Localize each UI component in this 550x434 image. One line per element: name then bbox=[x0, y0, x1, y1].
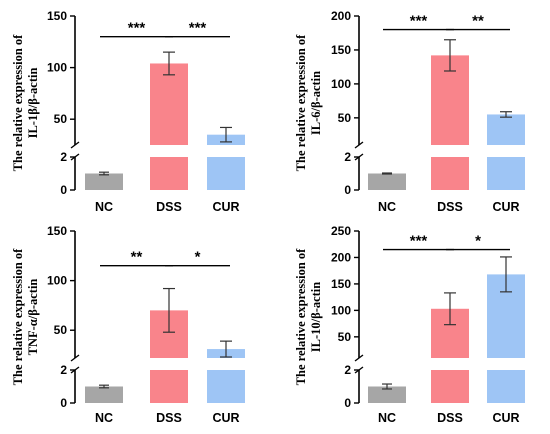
y-tick-label: 100 bbox=[331, 303, 351, 317]
y-axis-label: The relative expression of IL-6/β-actin bbox=[294, 34, 323, 172]
bar-nc bbox=[368, 173, 406, 190]
y-tick-label: 50 bbox=[338, 111, 352, 125]
significance-label: *** bbox=[128, 20, 146, 37]
bar-nc bbox=[368, 386, 406, 403]
significance-label: ** bbox=[472, 13, 484, 30]
y-tick-label: 0 bbox=[60, 396, 67, 410]
y-tick-label: 2 bbox=[344, 150, 351, 164]
axis-break-mark bbox=[70, 141, 80, 149]
significance-label: *** bbox=[410, 13, 428, 30]
y-tick-label: 0 bbox=[60, 183, 67, 197]
x-category-label: DSS bbox=[437, 411, 463, 425]
y-axis-label: The relative expression of TNF-α/β-actin bbox=[11, 248, 40, 386]
y-tick-label: 100 bbox=[331, 77, 351, 91]
y-tick-label: 50 bbox=[54, 323, 68, 337]
y-tick-label: 2 bbox=[60, 150, 67, 164]
axis-break-mark bbox=[354, 141, 364, 149]
y-tick-label: 100 bbox=[47, 274, 67, 288]
y-tick-label: 100 bbox=[47, 61, 67, 75]
y-tick-label: 150 bbox=[47, 224, 67, 238]
chart-panel-4: The relative expression of IL-10/β-actin 5… bbox=[294, 224, 525, 425]
x-category-label: NC bbox=[95, 200, 113, 214]
x-category-label: DSS bbox=[156, 200, 182, 214]
chart-panel-1: The relative expression of IL-1β/β-actin 5… bbox=[11, 9, 245, 214]
bar-cur-lower bbox=[487, 370, 525, 403]
x-category-label: CUR bbox=[492, 411, 519, 425]
axis-break-mark bbox=[70, 354, 80, 362]
chart-panel-2: The relative expression of IL-6/β-actin 50… bbox=[294, 9, 525, 214]
x-category-label: NC bbox=[378, 200, 396, 214]
y-tick-label: 250 bbox=[331, 224, 351, 238]
axis-break-mark bbox=[354, 354, 364, 362]
bar-cur-lower bbox=[207, 370, 245, 403]
x-category-label: CUR bbox=[212, 200, 239, 214]
y-tick-label: 150 bbox=[331, 277, 351, 291]
y-axis-label: The relative expression of IL-1β/β-actin bbox=[11, 34, 40, 172]
bar-dss-lower bbox=[431, 157, 469, 190]
significance-label: * bbox=[195, 249, 201, 266]
y-axis-label-line1: The relative expression of bbox=[11, 34, 25, 172]
y-tick-label: 200 bbox=[331, 250, 351, 264]
y-tick-label: 150 bbox=[47, 9, 67, 23]
bar-dss-upper bbox=[150, 63, 188, 145]
y-axis-label-line2: IL-6/β-actin bbox=[309, 71, 323, 135]
significance-label: ** bbox=[131, 249, 143, 266]
y-tick-label: 0 bbox=[344, 396, 351, 410]
y-axis-label-line1: The relative expression of bbox=[294, 248, 308, 386]
y-tick-label: 200 bbox=[331, 9, 351, 23]
y-axis-label-line2: TNF-α/β-actin bbox=[26, 279, 40, 356]
y-axis-label-line2: IL-1β/β-actin bbox=[26, 68, 40, 139]
x-category-label: NC bbox=[95, 411, 113, 425]
bar-nc bbox=[85, 173, 123, 190]
significance-label: * bbox=[475, 233, 481, 250]
y-axis-label-line1: The relative expression of bbox=[294, 34, 308, 172]
bar-dss-lower bbox=[150, 157, 188, 190]
significance-label: *** bbox=[189, 20, 207, 37]
y-axis-label: The relative expression of IL-10/β-actin bbox=[294, 248, 323, 386]
y-axis-label-line1: The relative expression of bbox=[11, 248, 25, 386]
x-category-label: CUR bbox=[212, 411, 239, 425]
x-category-label: DSS bbox=[437, 200, 463, 214]
y-tick-label: 0 bbox=[344, 183, 351, 197]
y-tick-label: 2 bbox=[60, 363, 67, 377]
y-axis-label-line2: IL-10/β-actin bbox=[309, 282, 323, 353]
bar-cur-lower bbox=[487, 157, 525, 190]
bar-dss-lower bbox=[150, 370, 188, 403]
bar-dss-lower bbox=[431, 370, 469, 403]
bar-nc bbox=[85, 386, 123, 403]
y-tick-label: 50 bbox=[54, 112, 68, 126]
chart-panel-3: The relative expression of TNF-α/β-actin 5… bbox=[11, 224, 245, 425]
significance-label: *** bbox=[410, 233, 428, 250]
y-tick-label: 2 bbox=[344, 363, 351, 377]
y-tick-label: 150 bbox=[331, 43, 351, 57]
x-category-label: NC bbox=[378, 411, 396, 425]
x-category-label: CUR bbox=[492, 200, 519, 214]
x-category-label: DSS bbox=[156, 411, 182, 425]
y-tick-label: 50 bbox=[338, 330, 352, 344]
bar-cur-upper bbox=[487, 114, 525, 145]
bar-cur-lower bbox=[207, 157, 245, 190]
